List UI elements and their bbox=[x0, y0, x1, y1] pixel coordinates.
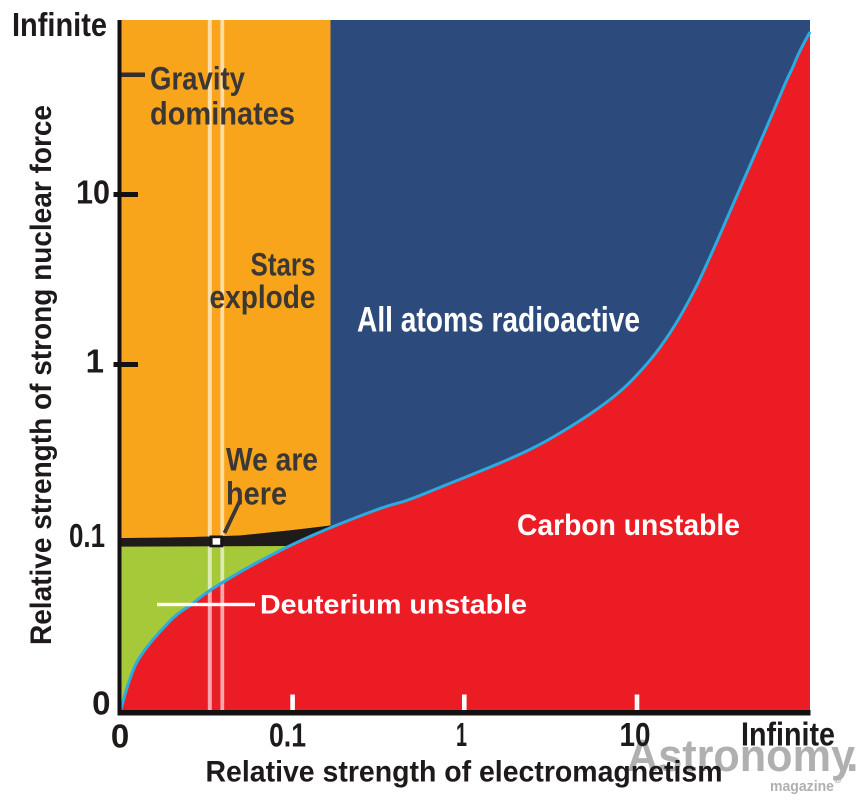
svg-text:1: 1 bbox=[86, 343, 104, 380]
svg-text:10: 10 bbox=[76, 174, 110, 211]
svg-text:0.1: 0.1 bbox=[269, 717, 306, 754]
svg-text:1: 1 bbox=[456, 716, 467, 753]
svg-text:here: here bbox=[226, 476, 287, 512]
svg-text:Relative strength of strong nu: Relative strength of strong nuclear forc… bbox=[25, 105, 58, 645]
svg-text:dominates: dominates bbox=[150, 96, 295, 132]
svg-text:0.1: 0.1 bbox=[69, 517, 105, 554]
svg-text:All atoms radioactive: All atoms radioactive bbox=[357, 301, 640, 340]
svg-text:®: ® bbox=[834, 775, 842, 786]
svg-text:10: 10 bbox=[620, 716, 651, 753]
svg-text:Gravity: Gravity bbox=[150, 61, 245, 97]
svg-text:Infinite: Infinite bbox=[741, 716, 835, 753]
svg-text:magazine: magazine bbox=[770, 778, 834, 795]
svg-text:We are: We are bbox=[226, 442, 318, 478]
svg-text:.: . bbox=[846, 730, 859, 781]
svg-text:0: 0 bbox=[92, 685, 110, 722]
svg-text:Relative strength of electroma: Relative strength of electromagnetism bbox=[206, 756, 723, 789]
svg-text:Deuterium unstable: Deuterium unstable bbox=[260, 590, 527, 620]
svg-text:Stars: Stars bbox=[251, 247, 316, 283]
svg-text:Carbon unstable: Carbon unstable bbox=[517, 509, 740, 542]
svg-text:Infinite: Infinite bbox=[12, 6, 107, 43]
svg-text:Astronomy: Astronomy bbox=[627, 730, 855, 781]
svg-text:0: 0 bbox=[111, 718, 129, 755]
svg-text:explode: explode bbox=[210, 279, 316, 315]
